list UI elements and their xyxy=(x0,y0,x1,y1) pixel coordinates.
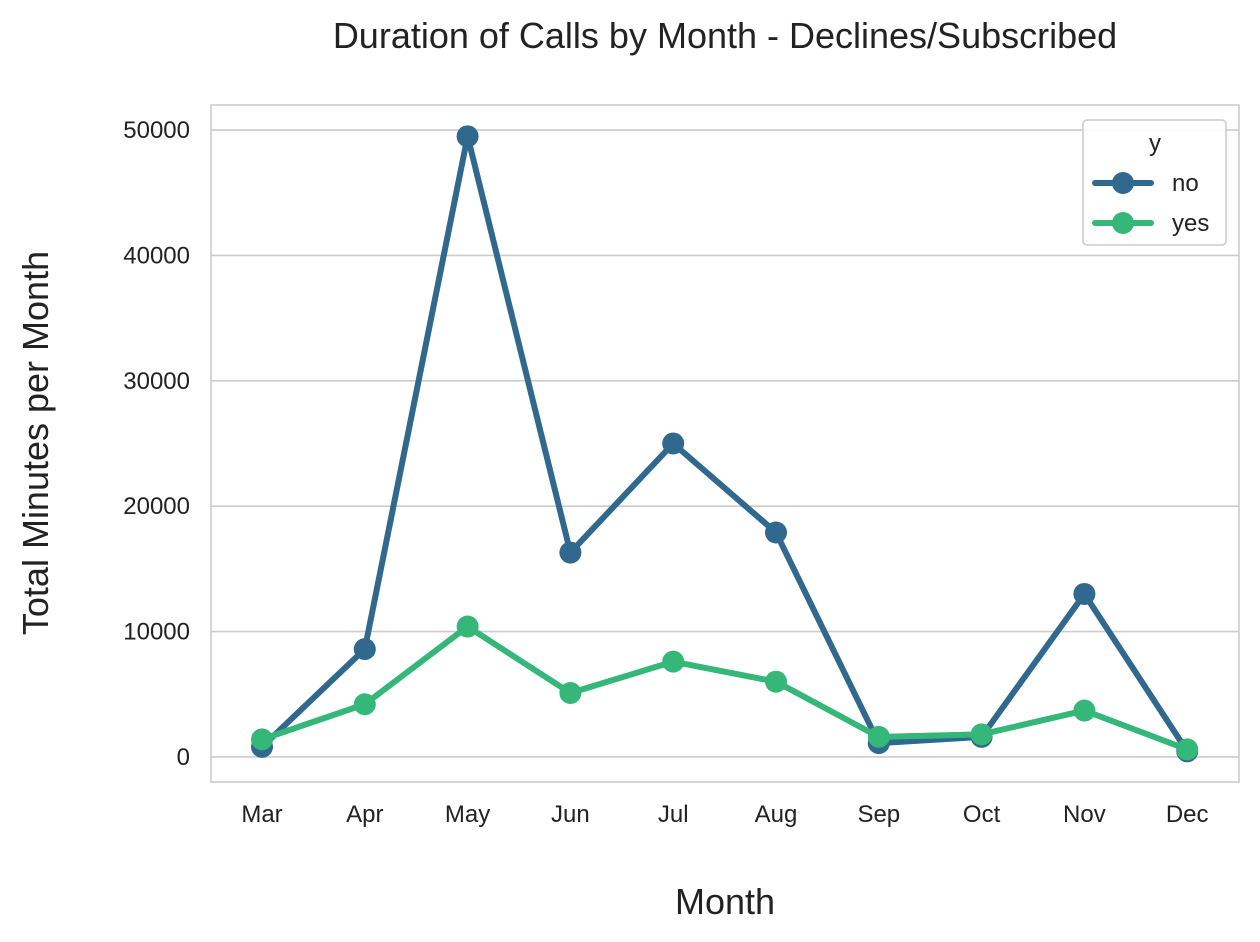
data-point xyxy=(970,723,993,746)
y-tick-label: 50000 xyxy=(123,117,190,144)
x-tick-label: Dec xyxy=(1166,801,1209,828)
data-point xyxy=(662,432,685,455)
data-point xyxy=(559,541,582,564)
x-axis-label: Month xyxy=(675,881,775,922)
plot-frame xyxy=(210,104,1240,783)
x-tick-label: Nov xyxy=(1063,801,1106,828)
legend-items: no yes xyxy=(1092,170,1209,237)
series-line xyxy=(259,133,1191,755)
legend-item-yes: yes xyxy=(1092,210,1209,237)
chart-title: Duration of Calls by Month - Declines/Su… xyxy=(333,15,1117,56)
series-yes xyxy=(251,615,1199,761)
x-axis-ticks: Mar Apr May Jun Jul Aug Sep Oct Nov Dec xyxy=(241,801,1208,828)
legend-label: yes xyxy=(1172,210,1209,237)
series-line xyxy=(259,623,1191,753)
x-tick-label: May xyxy=(445,801,490,828)
data-point xyxy=(1073,582,1096,605)
y-axis-label: Total Minutes per Month xyxy=(15,251,56,635)
y-tick-label: 0 xyxy=(177,744,190,771)
x-tick-label: Jul xyxy=(658,801,689,828)
x-tick-label: Oct xyxy=(963,801,1001,828)
data-point xyxy=(456,615,479,638)
legend-swatch-marker xyxy=(1112,172,1134,194)
data-point xyxy=(1073,699,1096,722)
series-no xyxy=(251,125,1199,763)
data-point xyxy=(765,521,787,544)
data-point xyxy=(456,125,479,148)
y-axis-ticks: 0 10000 20000 30000 40000 50000 xyxy=(123,117,190,771)
data-point xyxy=(765,670,787,693)
data-point xyxy=(559,681,582,704)
x-tick-label: Aug xyxy=(755,801,798,828)
data-point xyxy=(867,725,890,748)
data-point xyxy=(353,693,376,716)
x-tick-label: Mar xyxy=(241,801,282,828)
x-tick-label: Jun xyxy=(551,801,590,828)
y-tick-label: 40000 xyxy=(123,242,190,269)
data-point xyxy=(353,638,376,661)
grid-lines xyxy=(211,129,1239,758)
legend-item-no: no xyxy=(1092,170,1199,197)
legend-label: no xyxy=(1172,170,1199,197)
x-tick-label: Apr xyxy=(346,801,383,828)
legend-title: y xyxy=(1149,130,1161,157)
data-point xyxy=(662,650,685,673)
legend: y no yes xyxy=(1082,119,1227,246)
y-tick-label: 20000 xyxy=(123,493,190,520)
series-group xyxy=(251,125,1199,763)
y-tick-label: 30000 xyxy=(123,368,190,395)
data-point xyxy=(1176,738,1199,761)
legend-swatch-marker xyxy=(1112,212,1134,234)
data-point xyxy=(251,728,273,751)
y-tick-label: 10000 xyxy=(123,619,190,646)
x-tick-label: Sep xyxy=(857,801,900,828)
